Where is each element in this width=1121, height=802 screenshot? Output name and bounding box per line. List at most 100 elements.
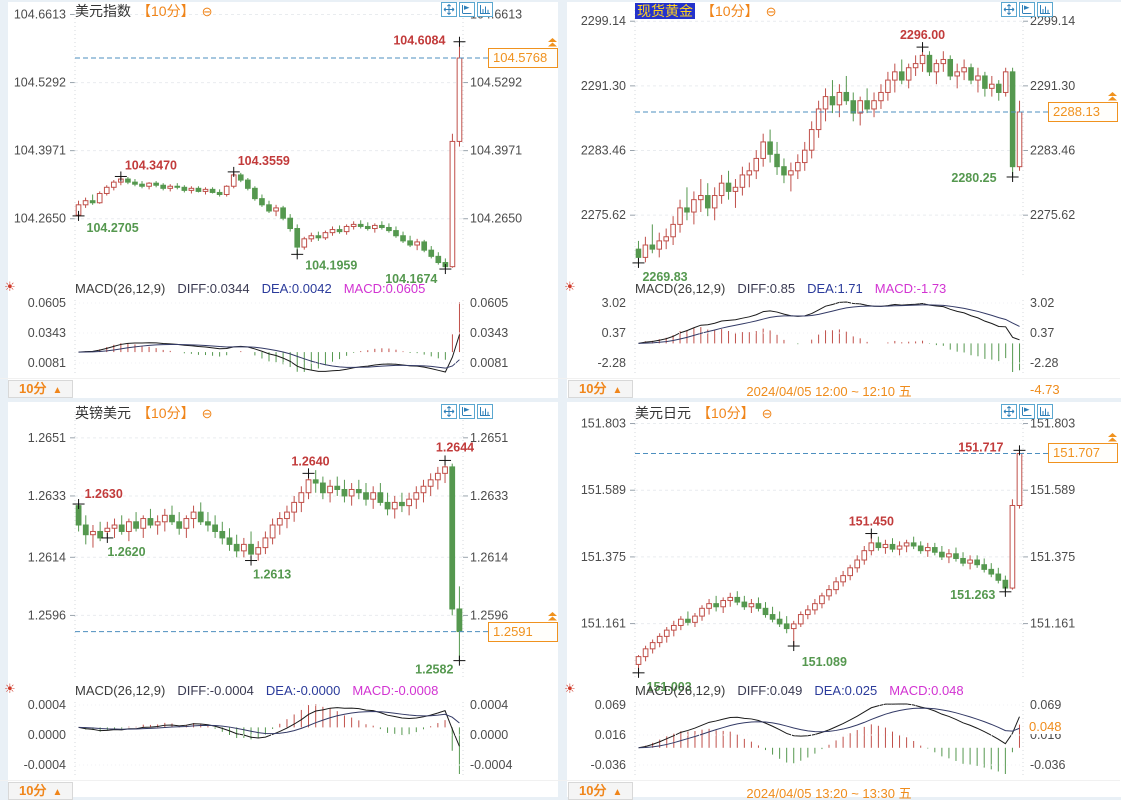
period-badge[interactable]: 10分 ▲	[568, 782, 634, 800]
collapse-icon[interactable]: ⊖	[761, 406, 773, 421]
chart-header: 美元指数 【10分】 ⊖	[75, 1, 212, 19]
macd-header: MACD(26,12,9) DIFF:0.0344 DEA:0.0042 MACD:0…	[75, 281, 437, 296]
period-label[interactable]: 【10分】	[701, 3, 759, 19]
period-badge-label: 10分	[579, 783, 607, 798]
svg-text:2296.00: 2296.00	[900, 28, 945, 42]
axis-scale-tool-icon[interactable]	[1037, 2, 1053, 17]
price-alert-icon	[1108, 92, 1117, 101]
svg-text:0.0000: 0.0000	[28, 728, 66, 742]
last-price-box: 151.707	[1048, 433, 1118, 464]
macd-dea-value: DEA:-0.0000	[265, 683, 341, 698]
macd-axis-current-value: 0.048	[1029, 719, 1062, 734]
svg-text:-0.0004: -0.0004	[470, 758, 512, 772]
price-alert-icon	[548, 38, 557, 47]
macd-dea-value: DEA:1.71	[807, 281, 863, 296]
svg-text:-0.0004: -0.0004	[24, 758, 66, 772]
period-badge[interactable]: 10分 ▲	[568, 380, 634, 398]
svg-text:0.0081: 0.0081	[470, 356, 508, 370]
svg-text:1.2614: 1.2614	[28, 550, 66, 564]
pan-tool-icon[interactable]	[1001, 404, 1017, 419]
svg-text:2283.46: 2283.46	[1030, 144, 1075, 158]
macd-header: MACD(26,12,9) DIFF:0.85 DEA:1.71 MACD:-1.73	[635, 281, 958, 296]
svg-text:1.2651: 1.2651	[470, 431, 508, 445]
macd-dea-value: DEA:0.025	[814, 683, 878, 698]
macd-name: MACD(26,12,9)	[635, 683, 726, 698]
svg-text:3.02: 3.02	[1030, 296, 1054, 310]
collapse-icon[interactable]: ⊖	[201, 406, 213, 421]
svg-text:2275.62: 2275.62	[1030, 208, 1075, 222]
period-label[interactable]: 【10分】	[697, 405, 755, 421]
svg-text:2299.14: 2299.14	[581, 14, 626, 28]
indicator-settings-icon[interactable]: ☀	[4, 279, 16, 294]
svg-text:104.5292: 104.5292	[14, 76, 66, 90]
bottom-edge-band	[0, 797, 1121, 800]
period-badge-label: 10分	[19, 381, 47, 396]
svg-text:2299.14: 2299.14	[1030, 14, 1075, 28]
svg-text:1.2596: 1.2596	[28, 608, 66, 622]
svg-text:151.717: 151.717	[958, 440, 1003, 454]
last-price-box: 2288.13	[1048, 92, 1118, 122]
time-range-label: 2024/04/05 12:00 ~ 12:10 五	[746, 384, 912, 399]
price-alert-icon	[548, 611, 557, 621]
candlestick-chart-gbp-usd[interactable]: 1.2651 1.2651 1.2633 1.2633 1.2614 1.2614 1.25…	[0, 402, 560, 800]
period-label[interactable]: 【10分】	[137, 405, 195, 421]
svg-text:1.2640: 1.2640	[291, 454, 329, 468]
line-chart-tool-icon[interactable]	[1019, 404, 1035, 419]
svg-text:104.3559: 104.3559	[238, 154, 290, 168]
instrument-title[interactable]: 美元指数	[75, 3, 131, 19]
macd-name: MACD(26,12,9)	[635, 281, 726, 296]
svg-text:104.2650: 104.2650	[14, 212, 66, 226]
line-chart-tool-icon[interactable]	[459, 2, 475, 17]
macd-macd-value: MACD:-0.0008	[352, 683, 439, 698]
candlestick-chart-usd-jpy[interactable]: 151.803 151.803 151.589 151.589 151.375 151.3…	[560, 402, 1120, 800]
instrument-title-selected[interactable]: 现货黄金	[635, 3, 695, 19]
price-alert-icon	[1108, 433, 1117, 442]
svg-text:104.3470: 104.3470	[125, 158, 177, 172]
svg-text:151.161: 151.161	[1030, 617, 1075, 631]
period-badge[interactable]: 10分 ▲	[8, 782, 74, 800]
chart-footer: 10分 ▲ 2024/04/05 12:00 ~ 12:10 五 -4.73	[560, 378, 1120, 399]
svg-text:1.2582: 1.2582	[415, 663, 453, 677]
period-label[interactable]: 【10分】	[137, 3, 195, 19]
instrument-title[interactable]: 英镑美元	[75, 405, 131, 421]
svg-text:2269.83: 2269.83	[642, 270, 687, 284]
svg-text:104.2650: 104.2650	[470, 212, 522, 226]
indicator-settings-icon[interactable]: ☀	[4, 681, 16, 696]
indicator-settings-icon[interactable]: ☀	[564, 681, 576, 696]
chart-header: 现货黄金 【10分】 ⊖	[635, 1, 776, 19]
period-badge[interactable]: 10分 ▲	[8, 380, 74, 398]
svg-text:151.003: 151.003	[647, 680, 692, 694]
svg-text:104.3971: 104.3971	[14, 144, 66, 158]
svg-text:1.2651: 1.2651	[28, 431, 66, 445]
svg-text:151.263: 151.263	[950, 588, 995, 602]
pan-tool-icon[interactable]	[441, 404, 457, 419]
axis-scale-tool-icon[interactable]	[477, 2, 493, 17]
svg-text:0.0004: 0.0004	[28, 698, 66, 712]
candlestick-chart-spot-gold[interactable]: 2299.14 2299.14 2291.30 2291.30 2283.46 2283.…	[560, 0, 1120, 398]
line-chart-tool-icon[interactable]	[1019, 2, 1035, 17]
macd-name: MACD(26,12,9)	[75, 281, 166, 296]
svg-text:0.0343: 0.0343	[28, 326, 66, 340]
svg-text:104.3971: 104.3971	[470, 144, 522, 158]
line-chart-tool-icon[interactable]	[459, 404, 475, 419]
collapse-icon[interactable]: ⊖	[765, 4, 777, 19]
axis-scale-tool-icon[interactable]	[1037, 404, 1053, 419]
last-price-box: 1.2591	[488, 611, 558, 642]
macd-axis-current-value: -4.73	[1030, 382, 1060, 397]
svg-text:0.069: 0.069	[1030, 698, 1061, 712]
svg-text:3.02: 3.02	[602, 296, 626, 310]
top-edge-band	[0, 0, 1121, 2]
instrument-title[interactable]: 美元日元	[635, 405, 691, 421]
indicator-settings-icon[interactable]: ☀	[564, 279, 576, 294]
svg-text:104.6084: 104.6084	[393, 34, 445, 48]
svg-text:1.2630: 1.2630	[85, 487, 123, 501]
svg-text:104.5292: 104.5292	[470, 76, 522, 90]
svg-text:151.450: 151.450	[849, 515, 894, 529]
axis-scale-tool-icon[interactable]	[477, 404, 493, 419]
svg-text:151.375: 151.375	[581, 550, 626, 564]
period-badge-label: 10分	[579, 381, 607, 396]
collapse-icon[interactable]: ⊖	[201, 4, 213, 19]
pan-tool-icon[interactable]	[1001, 2, 1017, 17]
pan-tool-icon[interactable]	[441, 2, 457, 17]
